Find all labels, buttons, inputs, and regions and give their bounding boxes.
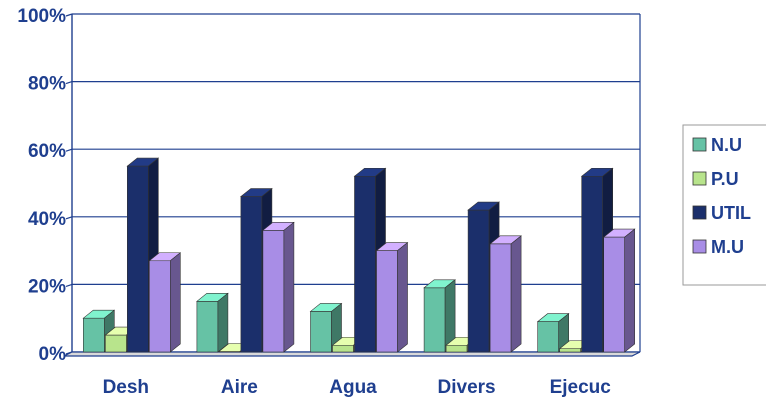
y-tick-label: 80% xyxy=(28,74,66,95)
x-axis-category-labels: Desh Aire Agua Divers Ejecuc xyxy=(103,377,612,398)
legend-box xyxy=(682,124,766,286)
legend: N.U P.U UTIL M.U xyxy=(682,124,766,286)
bars xyxy=(82,157,636,353)
x-category-label: Divers xyxy=(438,377,496,398)
y-tick-label: 100% xyxy=(17,6,66,27)
y-tick-label: 40% xyxy=(28,209,66,230)
y-tick-label: 0% xyxy=(39,344,67,365)
bar-n-u-aire xyxy=(196,292,229,353)
y-tick-mark xyxy=(65,148,73,152)
y-tick-label: 60% xyxy=(28,141,66,162)
legend-label: UTIL xyxy=(711,203,751,223)
y-tick-mark xyxy=(65,283,73,287)
y-tick-mark xyxy=(65,81,73,85)
x-category-label: Ejecuc xyxy=(550,377,612,398)
legend-label: P.U xyxy=(711,169,739,189)
x-category-label: Desh xyxy=(103,377,149,398)
bar-m-u-agua xyxy=(375,241,409,353)
bar-m-u-aire xyxy=(262,221,295,353)
x-category-label: Agua xyxy=(329,377,377,398)
bar-n-u-ejecuc xyxy=(536,312,570,353)
legend-swatch xyxy=(692,137,707,152)
bar-n-u-divers xyxy=(423,279,456,353)
legend-label: M.U xyxy=(711,237,744,257)
y-tick-label: 20% xyxy=(28,276,66,297)
legend-swatch xyxy=(692,239,707,254)
bar-m-u-divers xyxy=(489,235,522,353)
bar-m-u-ejecuc xyxy=(602,228,636,353)
axes xyxy=(63,13,641,357)
y-tick-mark xyxy=(65,13,73,17)
chart-floor xyxy=(63,351,641,357)
y-axis-tick-labels: 0% 20% 40% 60% 80% 100% xyxy=(17,6,66,365)
legend-swatch xyxy=(692,205,707,220)
legend-label: N.U xyxy=(711,135,742,155)
bar-m-u-desh xyxy=(148,252,182,353)
legend-swatch xyxy=(692,171,707,186)
x-category-label: Aire xyxy=(221,377,258,398)
y-tick-mark xyxy=(65,216,73,220)
